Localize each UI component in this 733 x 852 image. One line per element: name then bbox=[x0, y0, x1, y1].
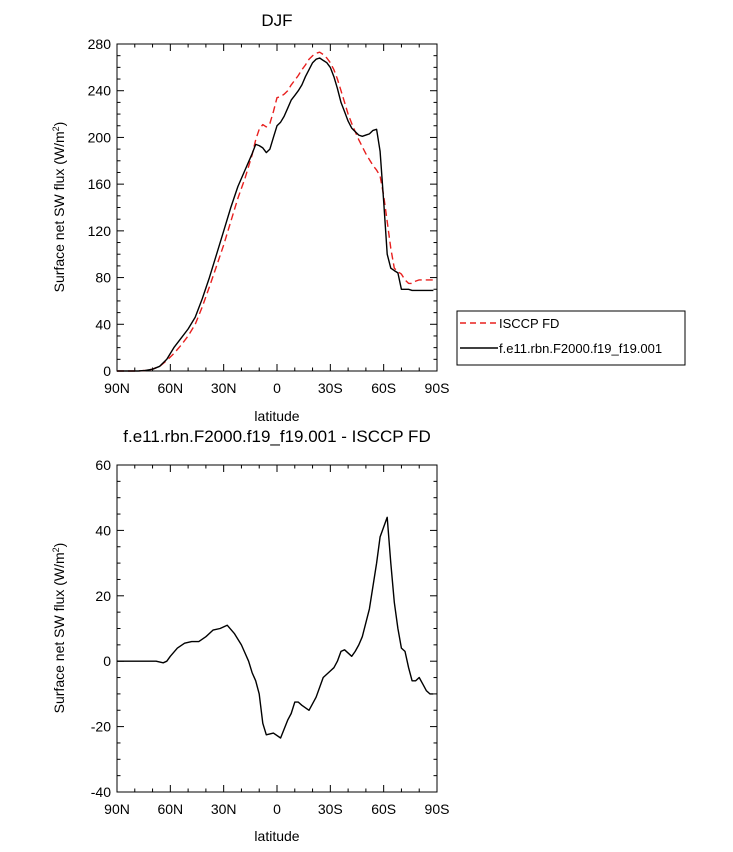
top-chart-x-ticks: 90N 60N 30N 0 30S 60S 90S bbox=[104, 44, 449, 396]
top-chart-y-axis-title-close: ) bbox=[51, 122, 67, 127]
top-chart-x-tick-label: 30S bbox=[318, 380, 343, 396]
top-chart-x-tick-label: 90S bbox=[425, 380, 450, 396]
top-chart-y-axis-title: Surface net SW flux (W/m2) bbox=[51, 122, 67, 293]
bottom-chart-x-tick-label: 90N bbox=[104, 801, 130, 817]
top-chart-y-ticks: 0 40 80 120 160 200 240 280 bbox=[88, 36, 437, 379]
bottom-chart-y-tick-label: 20 bbox=[95, 588, 111, 604]
bottom-chart-y-axis-title-sup: 2 bbox=[51, 547, 61, 552]
bottom-chart-x-tick-label: 0 bbox=[273, 801, 281, 817]
top-chart-y-tick-label: 240 bbox=[88, 83, 112, 99]
bottom-chart-x-tick-label: 60S bbox=[371, 801, 396, 817]
bottom-chart-y-axis-title-close: ) bbox=[51, 543, 67, 548]
bottom-chart-x-tick-label: 60N bbox=[157, 801, 183, 817]
bottom-chart-x-tick-label: 30S bbox=[318, 801, 343, 817]
bottom-chart-y-ticks: -40 -20 0 20 40 60 bbox=[91, 457, 437, 800]
top-chart-y-tick-label: 160 bbox=[88, 176, 112, 192]
top-chart-x-tick-label: 30N bbox=[211, 380, 237, 396]
top-chart-title: DJF bbox=[261, 11, 292, 30]
bottom-chart-plot-frame bbox=[116, 464, 438, 793]
top-chart-plot-frame bbox=[116, 43, 438, 372]
bottom-chart-series-line-0 bbox=[117, 516, 434, 739]
top-chart-y-tick-label: 280 bbox=[88, 36, 112, 52]
top-chart-x-tick-label: 60N bbox=[157, 380, 183, 396]
top-chart-y-tick-label: 200 bbox=[88, 129, 112, 145]
top-chart-x-axis-title: latitude bbox=[254, 408, 299, 424]
bottom-chart-y-axis-title: Surface net SW flux (W/m2) bbox=[51, 543, 67, 714]
top-chart-y-tick-label: 40 bbox=[95, 316, 111, 332]
legend-box bbox=[456, 310, 686, 366]
bottom-chart-y-tick-label: -40 bbox=[91, 784, 111, 800]
top-chart-x-tick-label: 90N bbox=[104, 380, 130, 396]
bottom-chart-x-tick-label: 30N bbox=[211, 801, 237, 817]
top-chart-y-tick-label: 80 bbox=[95, 270, 111, 286]
bottom-chart-y-tick-label: 0 bbox=[103, 653, 111, 669]
bottom-chart-y-axis-title-main: Surface net SW flux (W/m bbox=[51, 552, 67, 713]
bottom-chart-x-ticks: 90N 60N 30N 0 30S 60S 90S bbox=[104, 465, 449, 817]
bottom-chart-y-tick-label: 40 bbox=[95, 522, 111, 538]
bottom-chart-series bbox=[117, 516, 434, 739]
top-chart-x-tick-label: 60S bbox=[371, 380, 396, 396]
bottom-chart-y-tick-label: 60 bbox=[95, 457, 111, 473]
legend-label-model: f.e11.rbn.F2000.f19_f19.001 bbox=[499, 341, 662, 356]
top-chart-series bbox=[117, 51, 434, 372]
top-chart-series-line-1 bbox=[117, 57, 434, 372]
top-chart-y-axis-title-sup: 2 bbox=[51, 126, 61, 131]
bottom-chart-y-tick-label: -20 bbox=[91, 719, 111, 735]
top-chart-legend: ISCCP FD f.e11.rbn.F2000.f19_f19.001 bbox=[456, 310, 686, 366]
bottom-chart-x-axis-title: latitude bbox=[254, 828, 299, 844]
top-chart-y-tick-label: 0 bbox=[103, 363, 111, 379]
top-chart-y-tick-label: 120 bbox=[88, 223, 112, 239]
top-chart-y-axis-title-main: Surface net SW flux (W/m bbox=[51, 131, 67, 292]
top-chart-series-line-0 bbox=[117, 51, 434, 372]
bottom-chart-title: f.e11.rbn.F2000.f19_f19.001 - ISCCP FD bbox=[123, 427, 430, 446]
legend-label-isccp: ISCCP FD bbox=[499, 316, 559, 331]
top-chart-x-tick-label: 0 bbox=[273, 380, 281, 396]
bottom-chart-panel: f.e11.rbn.F2000.f19_f19.001 - ISCCP FD -… bbox=[51, 427, 449, 844]
top-chart-panel: DJF 0 40 80 120 160 200 240 280 90N 60N 30N 0 30S 60… bbox=[51, 11, 686, 424]
bottom-chart-x-tick-label: 90S bbox=[425, 801, 450, 817]
